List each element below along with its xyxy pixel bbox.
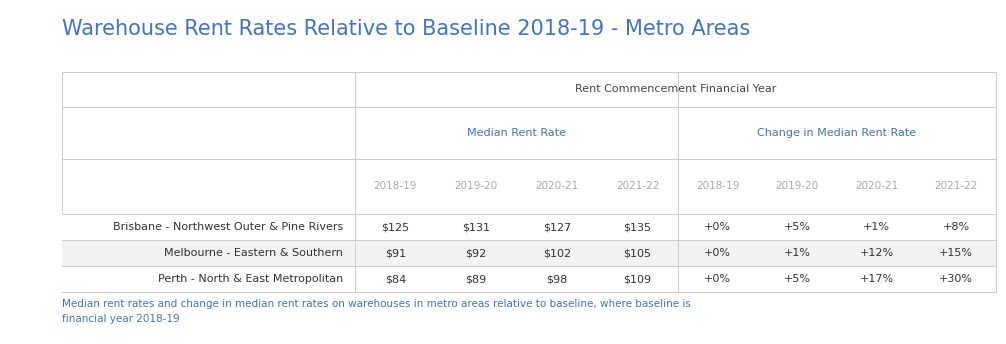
Text: +0%: +0% bbox=[704, 248, 731, 258]
Text: +0%: +0% bbox=[704, 222, 731, 232]
Text: 2021-22: 2021-22 bbox=[616, 182, 659, 192]
Text: Median rent rates and change in median rent rates on warehouses in metro areas r: Median rent rates and change in median r… bbox=[62, 299, 691, 324]
Text: Warehouse Rent Rates Relative to Baseline 2018-19 - Metro Areas: Warehouse Rent Rates Relative to Baselin… bbox=[62, 19, 750, 39]
Text: $131: $131 bbox=[462, 222, 490, 232]
Text: $127: $127 bbox=[543, 222, 571, 232]
Text: +5%: +5% bbox=[784, 274, 811, 284]
Text: +30%: +30% bbox=[940, 274, 973, 284]
Bar bbox=[62, 266, 996, 292]
Text: +8%: +8% bbox=[943, 222, 970, 232]
Text: 2020-21: 2020-21 bbox=[855, 182, 898, 192]
Text: $92: $92 bbox=[466, 248, 487, 258]
Text: +17%: +17% bbox=[860, 274, 893, 284]
Text: 2020-21: 2020-21 bbox=[535, 182, 578, 192]
Text: $135: $135 bbox=[624, 222, 652, 232]
Text: $105: $105 bbox=[624, 248, 652, 258]
Text: $98: $98 bbox=[546, 274, 567, 284]
Text: 2019-20: 2019-20 bbox=[776, 182, 819, 192]
Text: +5%: +5% bbox=[784, 222, 811, 232]
Text: $89: $89 bbox=[466, 274, 487, 284]
Text: +15%: +15% bbox=[940, 248, 973, 258]
Text: Median Rent Rate: Median Rent Rate bbox=[467, 128, 566, 138]
Text: +12%: +12% bbox=[860, 248, 893, 258]
Text: Change in Median Rent Rate: Change in Median Rent Rate bbox=[758, 128, 916, 138]
Text: +1%: +1% bbox=[863, 222, 890, 232]
Text: 2018-19: 2018-19 bbox=[373, 182, 417, 192]
Text: $84: $84 bbox=[384, 274, 406, 284]
Text: +1%: +1% bbox=[784, 248, 811, 258]
Text: $109: $109 bbox=[624, 274, 652, 284]
Bar bbox=[62, 240, 996, 266]
Text: 2021-22: 2021-22 bbox=[935, 182, 978, 192]
Text: Rent Commencement Financial Year: Rent Commencement Financial Year bbox=[574, 85, 777, 95]
Text: Perth - North & East Metropolitan: Perth - North & East Metropolitan bbox=[158, 274, 343, 284]
Text: 2019-20: 2019-20 bbox=[455, 182, 498, 192]
Text: $91: $91 bbox=[385, 248, 406, 258]
Text: Brisbane - Northwest Outer & Pine Rivers: Brisbane - Northwest Outer & Pine Rivers bbox=[113, 222, 343, 232]
Bar bbox=[62, 72, 996, 292]
Bar bbox=[62, 214, 996, 240]
Text: $125: $125 bbox=[381, 222, 409, 232]
Text: Melbourne - Eastern & Southern: Melbourne - Eastern & Southern bbox=[164, 248, 343, 258]
Text: $102: $102 bbox=[543, 248, 571, 258]
Text: +0%: +0% bbox=[704, 274, 731, 284]
Text: 2018-19: 2018-19 bbox=[696, 182, 739, 192]
